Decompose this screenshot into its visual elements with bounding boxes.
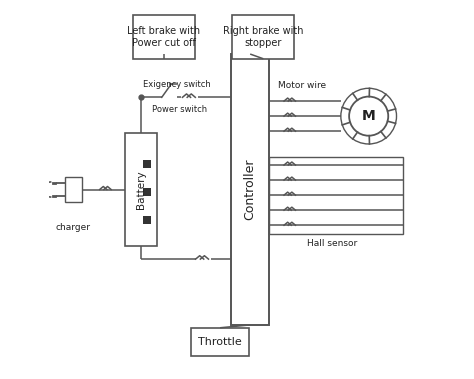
FancyBboxPatch shape [191,328,249,356]
FancyBboxPatch shape [232,16,294,59]
FancyBboxPatch shape [143,160,151,168]
FancyBboxPatch shape [143,188,151,196]
FancyBboxPatch shape [231,54,269,325]
Text: Controller: Controller [244,159,256,220]
FancyBboxPatch shape [65,177,82,202]
FancyBboxPatch shape [269,157,402,233]
FancyBboxPatch shape [133,16,195,59]
Text: Right brake with
stopper: Right brake with stopper [223,26,303,49]
FancyBboxPatch shape [53,5,421,374]
Text: Left brake with
Power cut off: Left brake with Power cut off [127,26,200,49]
Text: Power switch: Power switch [152,105,208,114]
Text: charger: charger [56,223,91,232]
Text: Exigency switch: Exigency switch [143,80,211,89]
Text: M: M [362,109,375,123]
FancyBboxPatch shape [125,133,157,246]
Text: Motor wire: Motor wire [278,81,327,90]
Text: Battery: Battery [136,170,146,209]
Text: Throttle: Throttle [198,337,242,347]
FancyBboxPatch shape [143,216,151,224]
Text: Hall sensor: Hall sensor [307,238,357,247]
